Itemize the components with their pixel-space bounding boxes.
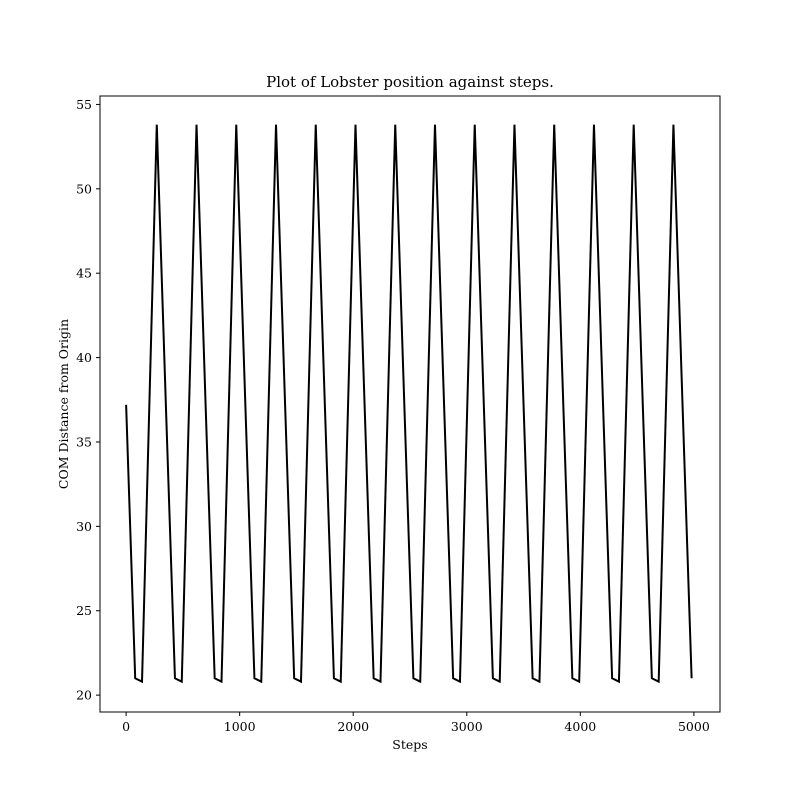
y-tick-label: 35	[76, 434, 92, 449]
axes-frame	[99, 95, 721, 713]
x-axis: 0 1000 2000 3000 4000 5000	[122, 712, 710, 734]
x-tick-label: 3000	[451, 719, 483, 734]
chart-title: Plot of Lobster position against steps.	[266, 73, 554, 91]
y-tick-label: 20	[76, 688, 92, 703]
y-tick-label: 25	[76, 603, 92, 618]
x-tick-label: 2000	[337, 719, 369, 734]
y-tick-label: 55	[76, 97, 92, 112]
plot-area: 0 1000 2000 3000 4000 5000 20 25 30 35 40 45 50 55	[76, 95, 721, 734]
y-axis-label: COM Distance from Origin	[56, 319, 71, 489]
y-tick-label: 30	[76, 519, 92, 534]
x-tick-label: 4000	[564, 719, 596, 734]
x-axis-label: Steps	[392, 737, 427, 752]
y-tick-label: 50	[76, 181, 92, 196]
x-tick-label: 0	[122, 719, 130, 734]
y-tick-label: 40	[76, 350, 92, 365]
y-axis: 20 25 30 35 40 45 50 55	[76, 97, 100, 703]
series-layer	[125, 124, 693, 684]
y-tick-label: 45	[76, 266, 92, 281]
x-tick-label: 1000	[224, 719, 256, 734]
x-tick-label: 5000	[678, 719, 710, 734]
series-line	[125, 124, 693, 684]
